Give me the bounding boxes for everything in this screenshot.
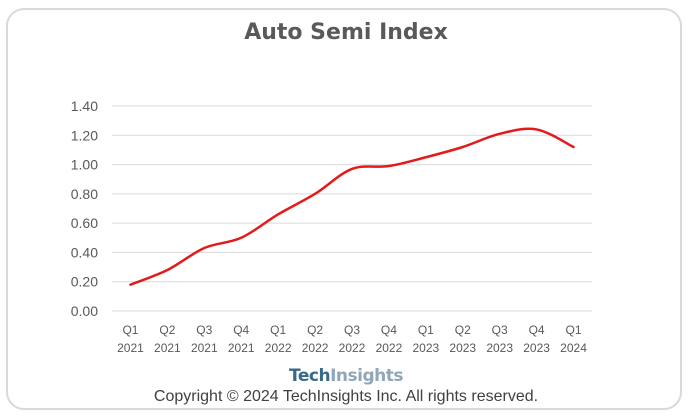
y-tick-label: 0.20: [71, 274, 98, 290]
series-line: [129, 127, 575, 286]
y-tick-label: 0.00: [71, 303, 98, 319]
y-tick-label: 0.40: [71, 244, 98, 260]
chart-card: [6, 8, 682, 410]
x-tick-label: Q1 2023: [412, 323, 439, 355]
x-tick-label: Q2 2023: [449, 323, 476, 355]
copyright-notice: Copyright © 2024 TechInsights Inc. All r…: [153, 388, 539, 405]
x-tick-label: Q3 2022: [339, 323, 366, 355]
x-tick-label: Q4 2023: [523, 323, 550, 355]
y-tick-label: 1.20: [71, 127, 98, 143]
chart-title: Auto Semi Index: [244, 20, 448, 45]
y-tick-label: 0.60: [71, 215, 98, 231]
x-tick-label: Q4 2021: [228, 323, 255, 355]
y-tick-label: 1.40: [71, 98, 98, 114]
x-tick-label: Q3 2023: [486, 323, 513, 355]
x-tick-label: Q2 2021: [154, 323, 181, 355]
x-tick-label: Q1 2022: [265, 323, 292, 355]
x-tick-label: Q2 2022: [302, 323, 329, 355]
techinsights-logo: TechInsights: [289, 366, 403, 386]
x-tick-label: Q4 2022: [376, 323, 403, 355]
y-tick-label: 0.80: [71, 186, 98, 202]
x-tick-label: Q3 2021: [191, 323, 218, 355]
x-tick-label: Q1 2024: [560, 323, 587, 355]
x-tick-label: Q1 2021: [117, 323, 144, 355]
y-tick-label: 1.00: [71, 157, 98, 173]
